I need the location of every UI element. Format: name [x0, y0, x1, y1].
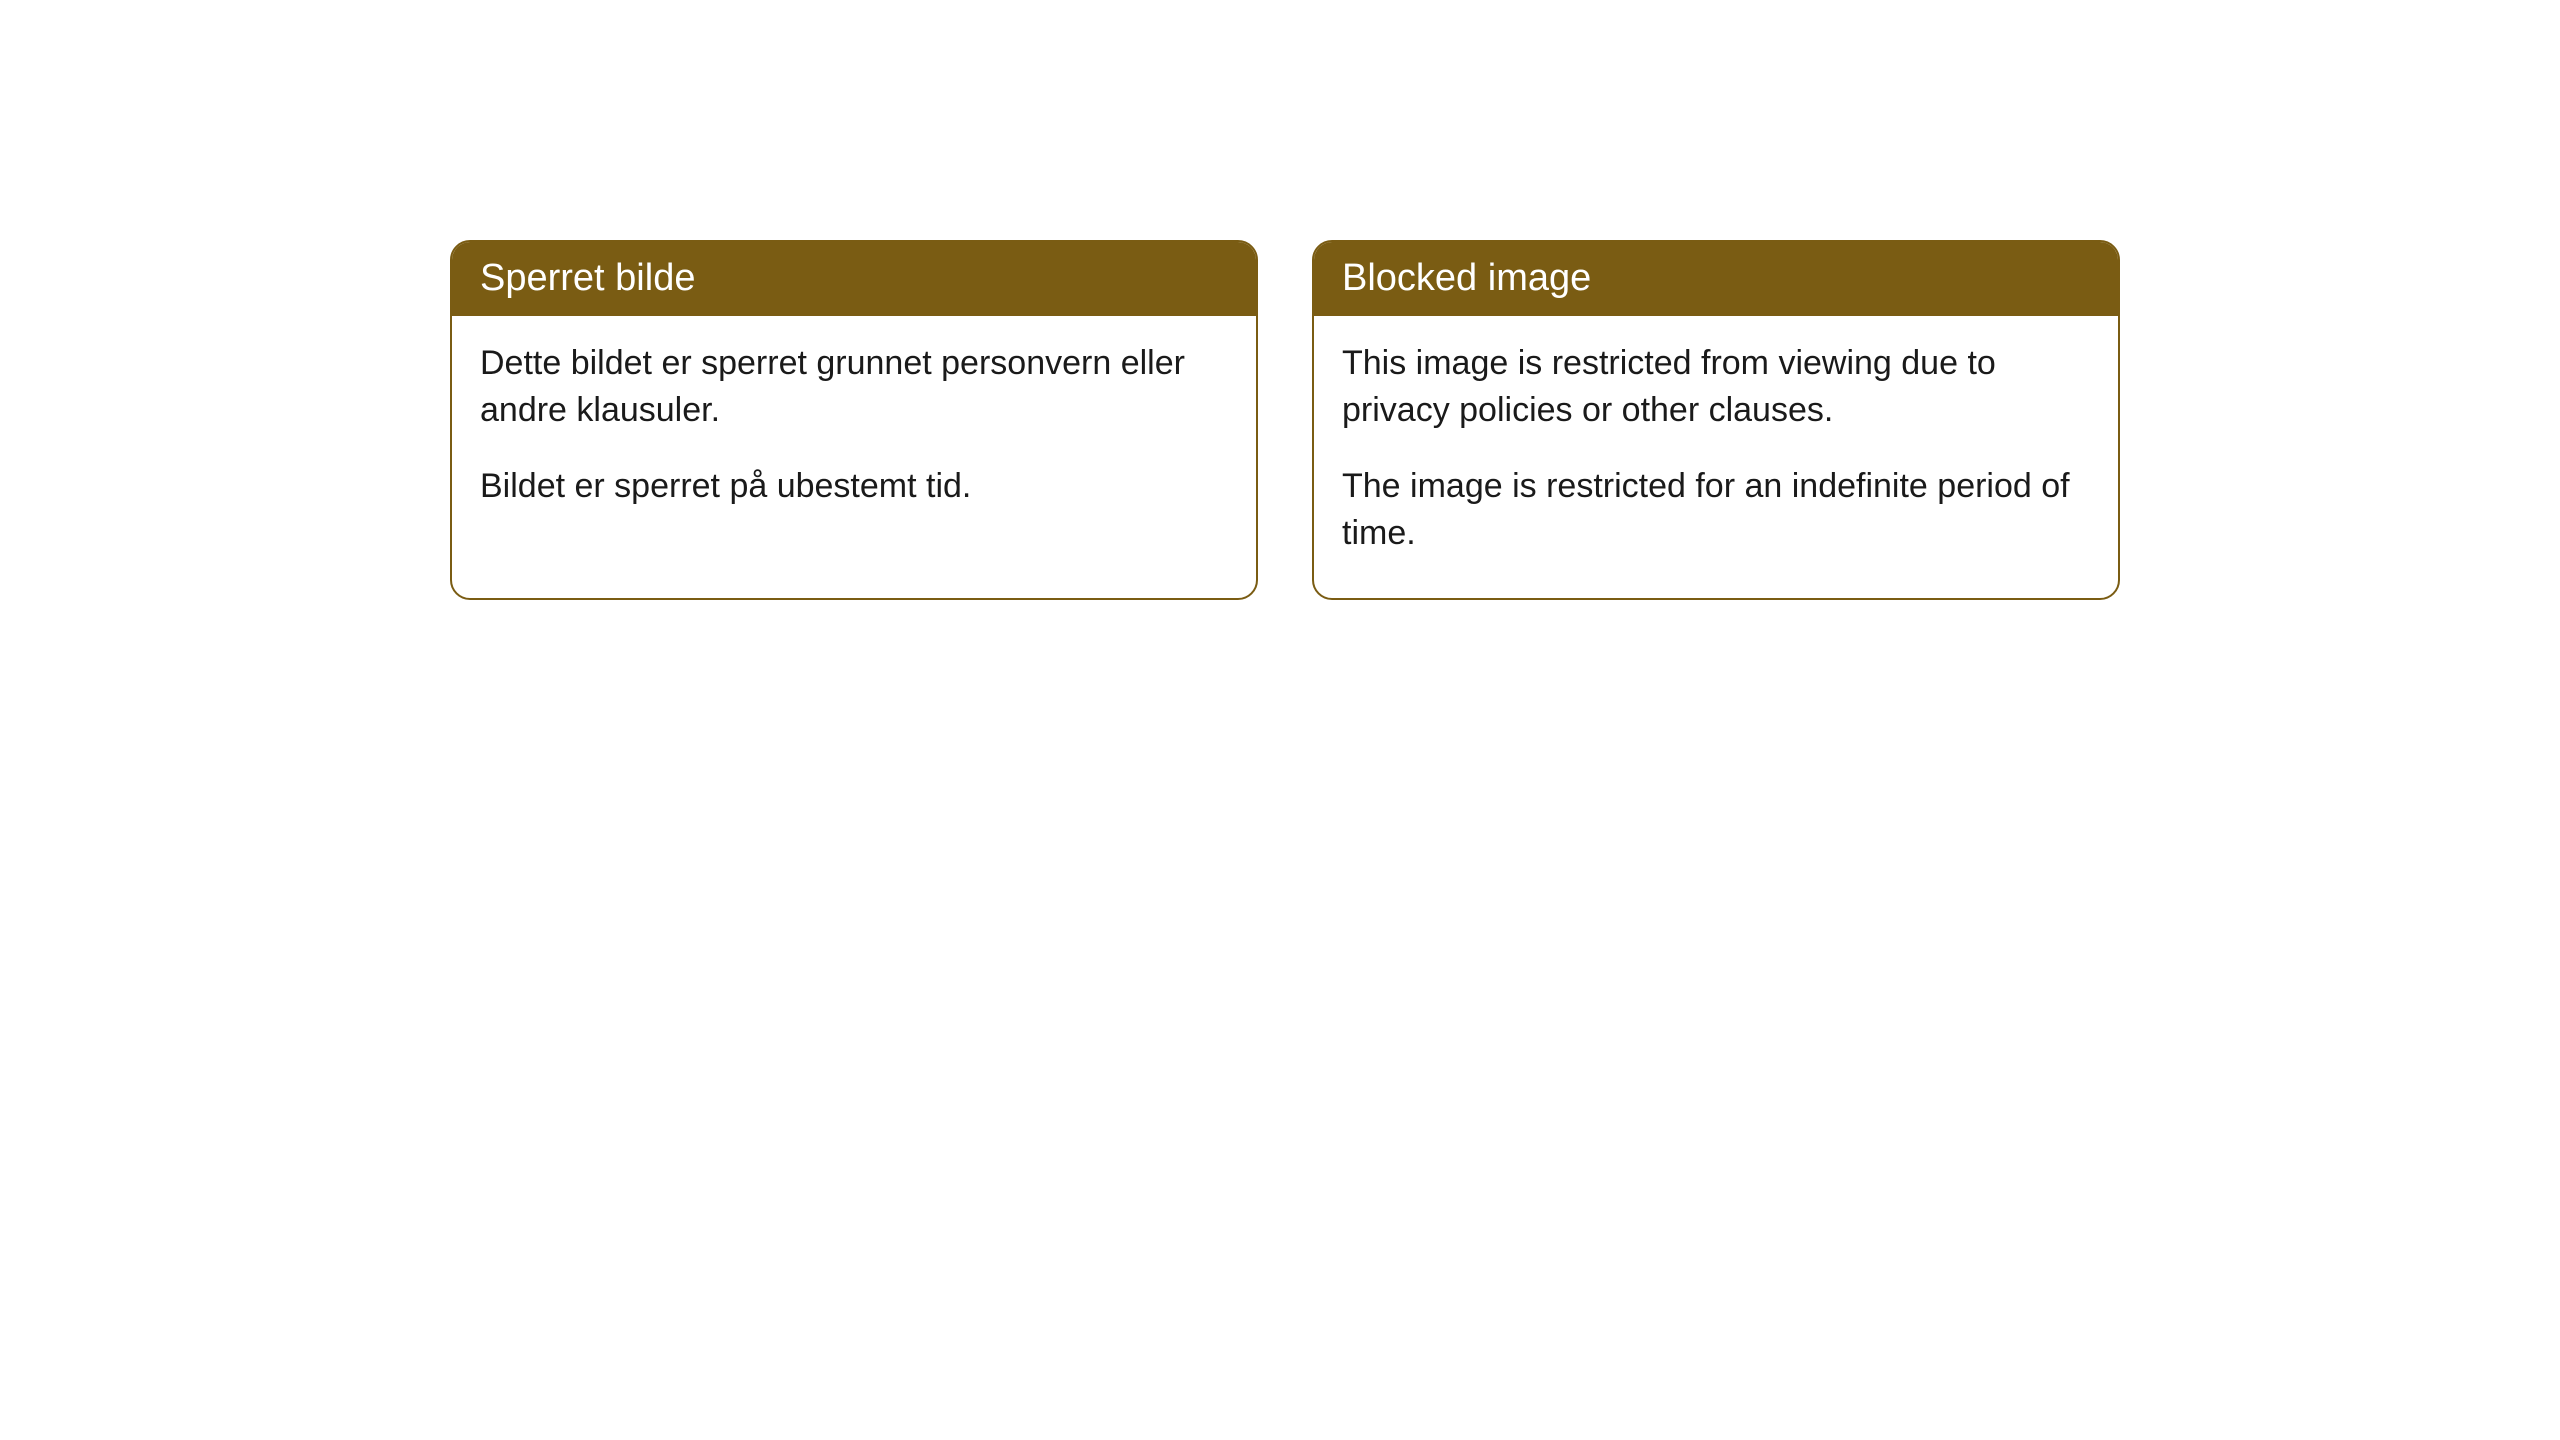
card-title: Blocked image — [1314, 242, 2118, 316]
notice-card-norwegian: Sperret bilde Dette bildet er sperret gr… — [450, 240, 1258, 600]
card-paragraph: The image is restricted for an indefinit… — [1342, 463, 2090, 558]
card-paragraph: Bildet er sperret på ubestemt tid. — [480, 463, 1228, 511]
card-paragraph: This image is restricted from viewing du… — [1342, 340, 2090, 435]
card-body: This image is restricted from viewing du… — [1314, 316, 2118, 598]
card-body: Dette bildet er sperret grunnet personve… — [452, 316, 1256, 551]
card-paragraph: Dette bildet er sperret grunnet personve… — [480, 340, 1228, 435]
notice-card-english: Blocked image This image is restricted f… — [1312, 240, 2120, 600]
card-title: Sperret bilde — [452, 242, 1256, 316]
notice-cards-container: Sperret bilde Dette bildet er sperret gr… — [450, 240, 2120, 600]
